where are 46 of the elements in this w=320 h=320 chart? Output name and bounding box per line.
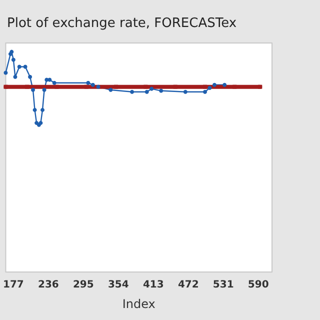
point: [32, 108, 37, 112]
point: [42, 88, 46, 92]
point: [54, 84, 59, 89]
point: [90, 82, 95, 87]
point: [52, 80, 56, 85]
point: [144, 90, 149, 94]
x-tick-label: 236: [38, 280, 59, 290]
point: [159, 88, 164, 93]
point: [10, 50, 14, 54]
point: [173, 84, 178, 89]
point: [208, 86, 212, 90]
point: [212, 82, 216, 87]
x-axis-title: Index: [122, 297, 156, 311]
point: [202, 90, 207, 94]
x-tick-label: 531: [212, 280, 234, 290]
point: [4, 70, 8, 75]
point: [23, 64, 28, 69]
x-tick-label: 295: [72, 280, 94, 290]
point: [25, 84, 30, 89]
point: [258, 84, 262, 89]
point: [96, 84, 100, 89]
point: [28, 74, 32, 79]
point: [40, 108, 44, 112]
point: [150, 86, 154, 91]
point: [17, 64, 22, 69]
point: [13, 74, 18, 79]
point: [11, 58, 16, 62]
point: [31, 88, 36, 92]
point: [114, 84, 118, 89]
x-tick-label: 177: [3, 280, 24, 290]
x-tick-label: 413: [142, 280, 164, 290]
x-tick-label: 354: [108, 280, 129, 290]
point: [130, 90, 134, 94]
x-tick-label: 472: [178, 280, 199, 290]
x-tick-label: 590: [248, 280, 269, 290]
point: [86, 80, 90, 85]
point: [84, 84, 88, 89]
point: [183, 90, 188, 94]
point: [222, 82, 227, 87]
point: [144, 84, 148, 89]
point: [202, 84, 207, 89]
chart-title: Plot of exchange rate, FORECASTex: [7, 16, 237, 31]
point: [48, 78, 52, 82]
point: [232, 84, 237, 89]
point: [4, 84, 8, 89]
point: [108, 88, 113, 92]
